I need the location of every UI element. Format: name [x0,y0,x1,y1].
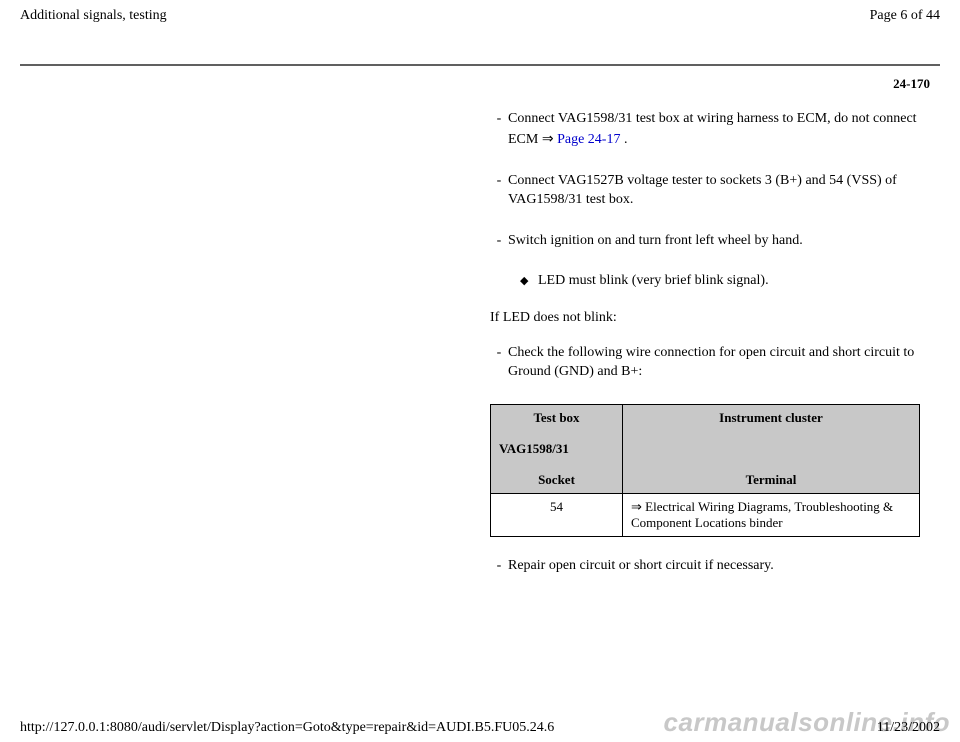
td-socket-value: 54 [491,494,623,537]
td-terminal-text: Electrical Wiring Diagrams, Troubleshoot… [631,499,893,530]
dash-marker: - [490,232,508,251]
divider [20,64,940,66]
step-2: - Connect VAG1527B voltage tester to soc… [490,172,935,210]
header-page-info: Page 6 of 44 [870,8,940,24]
content-column: - Connect VAG1598/31 test box at wiring … [490,110,935,576]
condition-text: If LED does not blink: [490,309,935,328]
step-4: - Check the following wire connection fo… [490,344,935,382]
sub-step-1: ◆ LED must blink (very brief blink signa… [520,272,935,291]
dash-marker: - [490,557,508,576]
page-header: Additional signals, testing Page 6 of 44 [20,8,940,24]
step-1-part-b: . [620,132,627,147]
page-footer: http://127.0.0.1:8080/audi/servlet/Displ… [20,720,940,736]
step-1-text: Connect VAG1598/31 test box at wiring ha… [508,110,935,150]
td-terminal-value: ⇒ Electrical Wiring Diagrams, Troublesho… [623,494,920,537]
dash-marker: - [490,172,508,210]
step-1: - Connect VAG1598/31 test box at wiring … [490,110,935,150]
th-testbox: Test box [491,405,623,432]
step-5-text: Repair open circuit or short circuit if … [508,557,935,576]
arrow-icon: ⇒ [631,499,642,514]
th-terminal: Terminal [623,467,920,494]
th-blank [623,431,920,467]
step-3-text: Switch ignition on and turn front left w… [508,232,935,251]
page-link[interactable]: Page 24-17 [557,132,620,147]
th-vag: VAG1598/31 [491,431,623,467]
step-2-text: Connect VAG1527B voltage tester to socke… [508,172,935,210]
th-cluster: Instrument cluster [623,405,920,432]
wiring-table: Test box Instrument cluster VAG1598/31 S… [490,404,920,537]
diamond-icon: ◆ [520,272,538,291]
section-number: 24-170 [20,76,940,92]
th-socket: Socket [491,467,623,494]
step-5: - Repair open circuit or short circuit i… [490,557,935,576]
step-4-text: Check the following wire connection for … [508,344,935,382]
dash-marker: - [490,344,508,382]
arrow-icon: ⇒ [542,130,554,146]
sub-step-1-text: LED must blink (very brief blink signal)… [538,272,935,291]
dash-marker: - [490,110,508,150]
step-3: - Switch ignition on and turn front left… [490,232,935,251]
footer-url: http://127.0.0.1:8080/audi/servlet/Displ… [20,720,554,736]
footer-date: 11/23/2002 [877,720,940,736]
header-title: Additional signals, testing [20,8,167,24]
